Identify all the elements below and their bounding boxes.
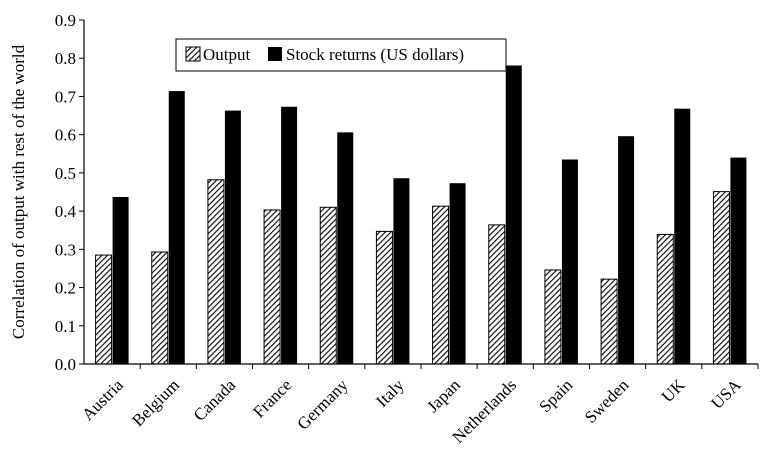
x-tick-label: Austria (78, 375, 127, 424)
x-tick-label: Italy (372, 375, 408, 411)
bars (95, 65, 747, 365)
bar-stock-returns-austria (112, 196, 129, 364)
y-tick-label: 0.7 (55, 87, 77, 106)
bar-output-austria (95, 254, 113, 365)
bar-output-uk (656, 233, 674, 365)
x-tick-label: UK (658, 375, 689, 406)
y-tick-label: 0.8 (55, 49, 76, 68)
bar-output-usa (712, 191, 730, 365)
bar-output-japan (432, 205, 450, 365)
y-tick-label: 0.4 (55, 202, 77, 221)
legend-label-stock-returns: Stock returns (US dollars) (286, 45, 464, 64)
y-tick-label: 0.2 (55, 279, 76, 298)
legend-box (175, 38, 507, 72)
bar-stock-returns-sweden (618, 136, 635, 364)
bar-stock-returns-belgium (168, 91, 185, 365)
x-tick-label: France (249, 375, 295, 421)
bar-output-france (263, 209, 281, 365)
legend-swatch-output (185, 46, 201, 62)
bar-stock-returns-netherlands (505, 65, 522, 365)
bar-stock-returns-germany (337, 132, 354, 364)
x-tick-label: Japan (423, 375, 464, 416)
y-tick-label: 0.3 (55, 240, 76, 259)
bar-output-sweden (600, 278, 618, 365)
x-tick-label: Spain (535, 375, 576, 416)
legend: Output Stock returns (US dollars) (175, 38, 507, 72)
y-tick-label: 0.1 (55, 317, 76, 336)
bar-output-canada (207, 179, 225, 365)
x-tick-label: USA (707, 375, 745, 413)
y-axis-label: Correlation of output with rest of the w… (9, 44, 28, 339)
legend-swatch-stock-returns (268, 47, 282, 61)
y-tick-label: 0.9 (55, 11, 76, 30)
bar-output-italy (375, 230, 393, 365)
y-tick-label: 0.5 (55, 164, 76, 183)
bar-output-netherlands (488, 224, 506, 365)
bar-stock-returns-france (281, 106, 298, 365)
bar-stock-returns-spain (561, 159, 578, 364)
bar-output-germany (319, 206, 337, 365)
bar-stock-returns-usa (730, 157, 747, 364)
legend-label-output: Output (203, 45, 251, 64)
x-tick-label: Sweden (581, 375, 633, 427)
bar-stock-returns-japan (449, 183, 466, 364)
x-tick-label: Belgium (128, 375, 183, 430)
y-tick-label: 0.6 (55, 126, 76, 145)
bar-stock-returns-italy (393, 178, 410, 364)
bar-stock-returns-canada (224, 110, 241, 364)
y-axis: 0.0 0.1 0.2 0.3 0.4 0.5 0.6 0.7 0.8 0.9 (55, 11, 84, 374)
x-tick-label: Germany (293, 375, 352, 434)
bar-stock-returns-uk (674, 108, 691, 364)
y-tick-label: 0.0 (55, 355, 76, 374)
bar-output-spain (544, 269, 562, 365)
bar-output-belgium (151, 251, 169, 365)
x-tick-label: Canada (190, 375, 240, 425)
